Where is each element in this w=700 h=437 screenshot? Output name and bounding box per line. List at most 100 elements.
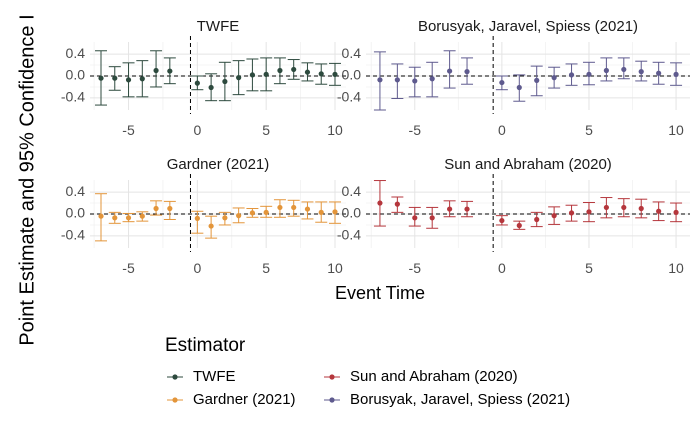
point-estimate bbox=[167, 205, 173, 212]
legend-label: TWFE bbox=[193, 368, 236, 385]
point-estimate bbox=[139, 76, 145, 82]
legend-key-point bbox=[329, 374, 335, 380]
point-estimate bbox=[222, 215, 228, 221]
point-estimate bbox=[112, 75, 118, 81]
legend-label: Borusyak, Jaravel, Spiess (2021) bbox=[350, 391, 570, 408]
point-estimate bbox=[656, 208, 662, 214]
point-estimate bbox=[568, 72, 575, 78]
point-estimate bbox=[208, 84, 214, 91]
point-estimate bbox=[638, 205, 644, 212]
point-estimate bbox=[394, 77, 400, 83]
x-tick-label: 0 bbox=[498, 122, 506, 138]
point-estimate bbox=[447, 206, 453, 212]
x-tick-label: 10 bbox=[327, 260, 343, 276]
point-estimate bbox=[139, 213, 145, 219]
y-tick-label: 0.0 bbox=[66, 205, 86, 221]
point-estimate bbox=[332, 71, 338, 77]
point-estimate bbox=[277, 67, 283, 74]
point-estimate bbox=[249, 72, 256, 78]
x-tick-label: -5 bbox=[409, 260, 422, 276]
panel-title: Sun and Abraham (2020) bbox=[444, 156, 612, 173]
point-estimate bbox=[586, 71, 592, 77]
point-estimate bbox=[318, 209, 324, 215]
x-tick-label: 5 bbox=[262, 122, 270, 138]
point-estimate bbox=[394, 201, 400, 207]
point-estimate bbox=[194, 80, 200, 86]
y-tick-label: -0.4 bbox=[337, 89, 361, 105]
point-estimate bbox=[318, 71, 324, 77]
point-estimate bbox=[167, 68, 173, 74]
point-estimate bbox=[551, 213, 557, 219]
x-tick-label: 5 bbox=[585, 260, 593, 276]
x-tick-label: 10 bbox=[668, 260, 684, 276]
point-estimate bbox=[112, 215, 118, 221]
point-estimate bbox=[429, 215, 435, 221]
point-estimate bbox=[534, 216, 540, 223]
legend-entry: TWFE bbox=[167, 368, 236, 385]
point-estimate bbox=[621, 204, 627, 211]
legend: Estimator TWFE Gardner (2021) Sun and Abra… bbox=[165, 335, 570, 408]
x-tick-label: 5 bbox=[262, 260, 270, 276]
point-estimate bbox=[377, 77, 383, 83]
point-estimate bbox=[332, 209, 338, 215]
point-estimate bbox=[249, 210, 256, 216]
facet-panel: TWFE 0.4 0.0 -0.4 -5 0 5 10 bbox=[61, 18, 346, 138]
y-tick-label: -0.4 bbox=[61, 227, 85, 243]
point-estimate bbox=[603, 204, 609, 211]
point-estimate bbox=[277, 204, 283, 211]
legend-key-point bbox=[172, 374, 178, 380]
point-estimate bbox=[208, 223, 214, 229]
point-estimate bbox=[304, 69, 311, 75]
legend-label: Gardner (2021) bbox=[193, 391, 296, 408]
point-estimate bbox=[447, 68, 453, 74]
point-estimate bbox=[516, 222, 522, 229]
y-tick-label: 0.0 bbox=[342, 205, 362, 221]
point-estimate bbox=[621, 66, 627, 73]
point-estimate bbox=[551, 75, 557, 81]
y-tick-label: 0.4 bbox=[342, 183, 362, 199]
legend-entry: Sun and Abraham (2020) bbox=[324, 368, 518, 385]
legend-key-point bbox=[329, 397, 335, 403]
x-tick-label: -5 bbox=[122, 122, 135, 138]
point-estimate bbox=[673, 209, 679, 215]
y-tick-label: 0.4 bbox=[66, 183, 86, 199]
point-estimate bbox=[291, 204, 297, 211]
facet-panel: Gardner (2021) 0.4 0.0 -0.4 -5 0 5 10 bbox=[61, 156, 346, 276]
y-tick-label: 0.4 bbox=[342, 45, 362, 61]
point-estimate bbox=[516, 84, 522, 91]
y-tick-label: 0.4 bbox=[66, 45, 86, 61]
x-axis-label: Event Time bbox=[335, 283, 425, 303]
facet-panel: Sun and Abraham (2020) 0.4 0.0 -0.4 -5 0 5 10 bbox=[337, 156, 690, 276]
legend-key-point bbox=[172, 397, 178, 403]
point-estimate bbox=[464, 69, 470, 75]
legend-title: Estimator bbox=[165, 335, 246, 356]
point-estimate bbox=[236, 75, 242, 81]
point-estimate bbox=[194, 215, 200, 221]
x-tick-label: 5 bbox=[585, 122, 593, 138]
x-tick-label: 10 bbox=[668, 122, 684, 138]
point-estimate bbox=[412, 78, 418, 84]
panel-title: Borusyak, Jaravel, Spiess (2021) bbox=[418, 18, 638, 35]
x-tick-label: 0 bbox=[193, 122, 201, 138]
point-estimate bbox=[534, 77, 540, 83]
y-tick-label: 0.0 bbox=[342, 67, 362, 83]
legend-entry: Borusyak, Jaravel, Spiess (2021) bbox=[324, 391, 570, 408]
x-tick-label: 0 bbox=[193, 260, 201, 276]
y-tick-label: -0.4 bbox=[337, 227, 361, 243]
point-estimate bbox=[377, 200, 383, 206]
point-estimate bbox=[98, 213, 104, 219]
point-estimate bbox=[603, 67, 609, 74]
point-estimate bbox=[429, 76, 435, 82]
y-tick-label: -0.4 bbox=[61, 89, 85, 105]
point-estimate bbox=[499, 217, 505, 224]
point-estimate bbox=[263, 209, 269, 215]
point-estimate bbox=[464, 206, 470, 212]
y-axis-label: Point Estimate and 95% Confidence I bbox=[16, 14, 38, 345]
facet-panel: Borusyak, Jaravel, Spiess (2021) 0.4 0.0 -0… bbox=[337, 18, 690, 138]
point-estimate bbox=[586, 209, 592, 215]
panel-title: TWFE bbox=[197, 18, 240, 35]
point-estimate bbox=[236, 213, 242, 219]
